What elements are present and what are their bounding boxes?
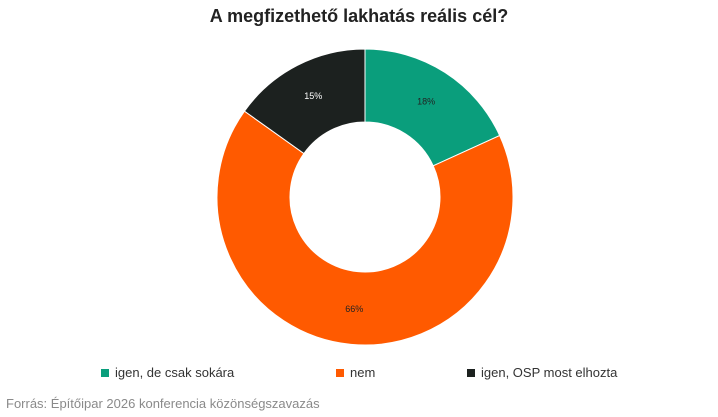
- chart-title: A megfizethető lakhatás reális cél?: [209, 6, 509, 26]
- legend-swatch: [101, 368, 109, 377]
- legend-label: igen, OSP most elhozta: [481, 365, 618, 380]
- slice-value-label-2: 15%: [304, 91, 322, 101]
- legend-item-igen-osp-most-elhozta: igen, OSP most elhozta: [467, 365, 617, 380]
- slice-value-label-0: 18%: [417, 96, 435, 106]
- legend-swatch: [467, 368, 475, 377]
- source-note: Forrás: Építőipar 2026 konferencia közön…: [6, 396, 320, 411]
- donut-slice-0: [364, 48, 501, 167]
- donut-slice-2: [243, 48, 366, 155]
- donut-chart: 18% 66% 15%: [216, 48, 514, 346]
- legend-item-igen-de-csak-sokara: igen, de csak sokára: [101, 365, 234, 380]
- legend: igen, de csak sokára nem igen, OSP most …: [0, 365, 718, 385]
- legend-swatch: [336, 368, 344, 377]
- legend-item-nem: nem: [336, 365, 375, 380]
- slice-value-label-1: 66%: [345, 304, 363, 314]
- legend-label: igen, de csak sokára: [115, 365, 235, 380]
- slice-labels: 18% 66% 15%: [304, 91, 435, 314]
- donut-slices: [216, 48, 514, 346]
- donut-slice-1: [216, 110, 514, 346]
- legend-label: nem: [350, 365, 376, 380]
